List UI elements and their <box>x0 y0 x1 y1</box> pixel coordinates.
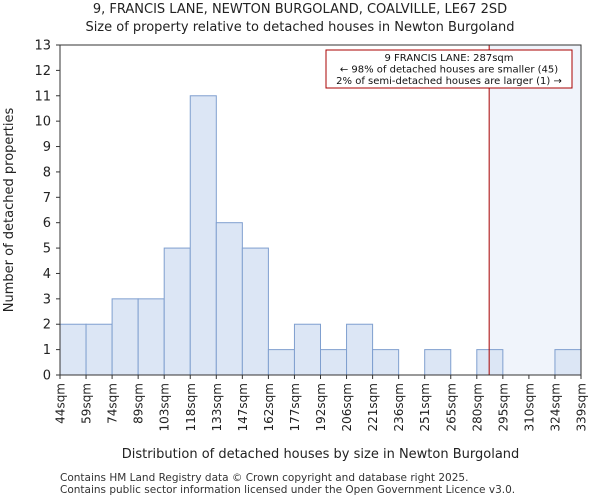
y-tick-label-3: 3 <box>43 292 51 307</box>
annotation-box: 9 FRANCIS LANE: 287sqm ← 98% of detached… <box>325 49 573 89</box>
x-tick-label-74sqm: 74sqm <box>106 383 120 424</box>
bar-89sqm <box>137 298 165 376</box>
x-tick-label-265sqm: 265sqm <box>444 383 458 431</box>
chart-title-address: 9, FRANCIS LANE, NEWTON BURGOLAND, COALV… <box>92 2 508 17</box>
annotation-frame <box>325 49 573 89</box>
x-tick-label-236sqm: 236sqm <box>392 383 406 431</box>
x-tick-label-118sqm: 118sqm <box>184 383 198 431</box>
x-tick-label-280sqm: 280sqm <box>470 383 484 431</box>
x-tick-label-103sqm: 103sqm <box>158 383 172 431</box>
bar-59sqm <box>85 323 113 376</box>
y-tick-label-12: 12 <box>34 64 51 79</box>
bar-206sqm <box>346 323 374 376</box>
bar-44sqm <box>59 323 87 376</box>
x-tick-label-295sqm: 295sqm <box>496 383 510 431</box>
x-tick-label-251sqm: 251sqm <box>418 383 432 431</box>
bar-221sqm <box>372 349 400 376</box>
footer-licence: Contains public sector information licen… <box>60 484 516 496</box>
chart-title: Size of property relative to detached ho… <box>85 20 515 35</box>
x-tick-label-206sqm: 206sqm <box>340 383 354 431</box>
x-tick-label-221sqm: 221sqm <box>366 383 380 431</box>
x-tick-label-310sqm: 310sqm <box>522 383 536 431</box>
x-tick-label-133sqm: 133sqm <box>210 383 224 431</box>
bar-280sqm <box>476 349 504 376</box>
bar-251sqm <box>424 349 452 376</box>
y-tick-label-10: 10 <box>34 115 51 130</box>
bar-74sqm <box>111 298 139 376</box>
x-tick-label-324sqm: 324sqm <box>548 383 562 431</box>
bar-103sqm <box>163 247 191 376</box>
y-tick-label-2: 2 <box>43 318 51 333</box>
y-tick-label-11: 11 <box>34 89 51 104</box>
x-tick-label-177sqm: 177sqm <box>288 383 302 431</box>
x-tick-label-147sqm: 147sqm <box>236 383 250 431</box>
bar-147sqm <box>241 247 269 376</box>
bar-118sqm <box>189 95 217 376</box>
plot-frame <box>59 44 582 376</box>
bar-133sqm <box>215 222 243 376</box>
y-tick-label-8: 8 <box>43 165 51 180</box>
x-tick-label-44sqm: 44sqm <box>54 383 68 424</box>
bar-192sqm <box>320 349 348 376</box>
y-tick-label-6: 6 <box>43 216 51 231</box>
x-tick-label-59sqm: 59sqm <box>80 383 94 424</box>
y-tick-label-13: 13 <box>34 39 51 54</box>
annotation-line-2: ← 98% of detached houses are smaller (45… <box>340 65 558 76</box>
bar-162sqm <box>267 349 295 376</box>
y-axis-label: Number of detached properties <box>2 108 17 313</box>
footer-copyright: Contains HM Land Registry data © Crown c… <box>60 472 469 484</box>
x-axis-label: Distribution of detached houses by size … <box>122 447 520 462</box>
y-tick-label-4: 4 <box>43 267 51 282</box>
y-tick-label-5: 5 <box>43 242 51 257</box>
annotation-line-3: 2% of semi-detached houses are larger (1… <box>336 76 562 87</box>
y-tick-label-7: 7 <box>43 191 51 206</box>
larger-region-highlight <box>489 45 581 375</box>
bar-324sqm <box>554 349 582 376</box>
bar-177sqm <box>293 323 322 376</box>
x-tick-label-339sqm: 339sqm <box>575 383 589 431</box>
y-tick-label-1: 1 <box>43 343 51 358</box>
y-tick-label-9: 9 <box>43 140 51 155</box>
annotation-line-1: 9 FRANCIS LANE: 287sqm <box>385 53 514 64</box>
y-tick-label-0: 0 <box>43 369 51 384</box>
x-tick-label-162sqm: 162sqm <box>262 383 276 431</box>
x-tick-label-89sqm: 89sqm <box>132 383 146 424</box>
x-tick-label-192sqm: 192sqm <box>314 383 328 431</box>
